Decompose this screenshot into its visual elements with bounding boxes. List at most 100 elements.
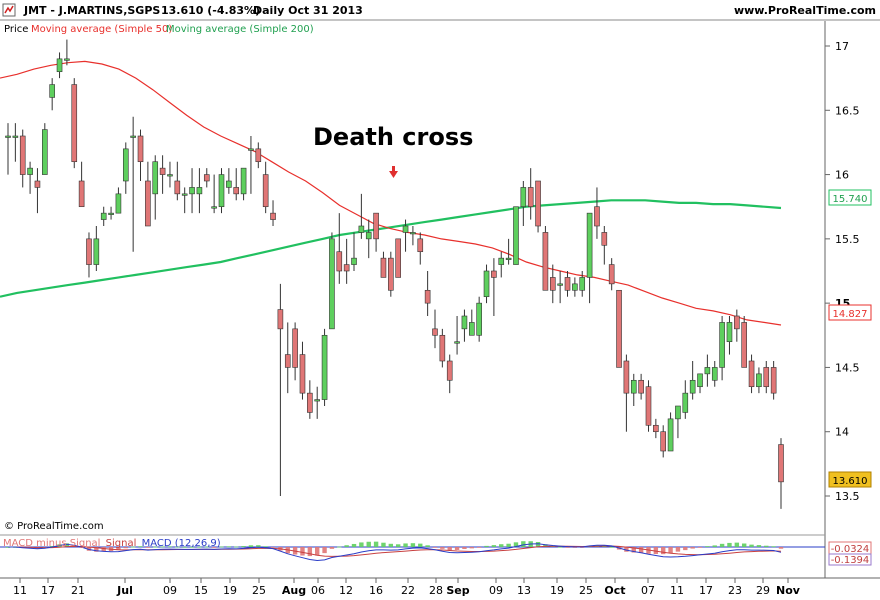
macd-histogram-bar xyxy=(668,547,673,554)
svg-text:13.610: 13.610 xyxy=(833,476,868,487)
x-tick-label: 11 xyxy=(670,584,684,597)
x-tick-label: 25 xyxy=(579,584,593,597)
macd-histogram-bar xyxy=(462,547,467,549)
candle-body xyxy=(321,334,328,400)
macd-histogram-bar xyxy=(749,544,754,547)
candle-body xyxy=(307,392,313,413)
candle-body xyxy=(145,180,151,227)
candle-body xyxy=(719,322,725,368)
x-tick-label: 22 xyxy=(401,584,415,597)
macd-legend-part1: MACD minus Signal xyxy=(3,538,100,549)
candle-body xyxy=(27,167,33,175)
candle-body xyxy=(115,193,122,214)
candle-body xyxy=(594,206,600,227)
legend-price: Price xyxy=(4,24,28,35)
candle-body xyxy=(248,148,254,151)
candle-body xyxy=(284,354,291,368)
x-tick-label: 29 xyxy=(756,584,770,597)
macd-line xyxy=(8,543,782,562)
candle-body xyxy=(56,58,63,73)
macd-value-label-2: -0.1394 xyxy=(828,553,872,566)
last-price-label: 13.610 xyxy=(828,471,872,488)
candle-body xyxy=(638,379,644,394)
copyright: © ProRealTime.com xyxy=(4,521,104,532)
candle-body xyxy=(343,264,350,272)
candle-body xyxy=(756,373,762,388)
candle-body xyxy=(711,367,718,381)
candle-body xyxy=(498,257,505,265)
candle-body xyxy=(78,180,85,208)
candle-body xyxy=(167,174,173,177)
candle-body xyxy=(137,135,144,163)
x-tick-label: 25 xyxy=(252,584,266,597)
macd-histogram-bar xyxy=(329,547,335,549)
legend-ma200: Moving average (Simple 200) xyxy=(166,24,314,35)
macd-histogram-bar xyxy=(683,547,688,551)
moving-averages xyxy=(0,60,782,326)
macd-histogram-bar xyxy=(624,547,629,552)
candle-body xyxy=(395,238,401,278)
candle-body xyxy=(586,212,593,278)
candle-body xyxy=(697,373,703,388)
macd-histogram-bar xyxy=(410,543,416,547)
candle-body xyxy=(549,277,556,291)
macd-histogram-bar xyxy=(543,544,548,547)
candle-body xyxy=(417,238,424,253)
candle-body xyxy=(42,129,48,175)
macd-histogram-bar xyxy=(690,547,695,549)
ma200-line xyxy=(0,199,782,298)
macd-histogram-bar xyxy=(476,547,482,548)
macd-histogram-bar xyxy=(241,546,246,547)
macd-histogram-bar xyxy=(499,544,504,547)
x-tick-label: 19 xyxy=(223,584,237,597)
candle-body xyxy=(64,58,70,61)
candle-body xyxy=(159,167,166,175)
macd-histogram-bar xyxy=(727,542,732,547)
x-tick-label: Aug xyxy=(282,584,306,597)
price-change: 13.610 (-4.83%) xyxy=(161,4,260,17)
macd-histogram-bar xyxy=(484,545,489,547)
x-tick-label: Sep xyxy=(446,584,469,597)
candle-body xyxy=(380,257,387,278)
candle-body xyxy=(520,187,527,208)
macd-legend: MACD minus Signal Signal MACD (12,26,9) xyxy=(3,538,221,549)
macd-legend-part3: MACD (12,26,9) xyxy=(142,538,221,549)
macd-histogram-bar xyxy=(388,543,394,547)
macd-histogram-bar xyxy=(307,547,313,557)
candle-body xyxy=(763,367,770,388)
candle-body xyxy=(270,212,276,220)
macd-histogram-bar xyxy=(359,542,364,547)
y-tick-label: 15.5 xyxy=(835,233,860,246)
macd-histogram-bar xyxy=(211,547,217,548)
candle-body xyxy=(292,328,298,368)
candle-body xyxy=(226,180,232,188)
macd-histogram-bar xyxy=(263,546,268,548)
candle-body xyxy=(535,180,541,227)
macd-histogram-bar xyxy=(653,547,659,555)
macd-histogram-bar xyxy=(778,547,784,549)
macd-histogram-bar xyxy=(86,547,92,551)
candle-body xyxy=(630,379,637,394)
candle-body xyxy=(542,232,549,291)
macd-histogram-bar xyxy=(300,547,305,556)
x-tick-label: 23 xyxy=(728,584,742,597)
chart-period: Daily Oct 31 2013 xyxy=(253,4,363,17)
candle-body xyxy=(439,334,446,362)
macd-histogram-bar xyxy=(469,547,474,549)
candle-body xyxy=(108,212,114,215)
candle-body xyxy=(71,84,78,163)
candle-body xyxy=(608,264,615,285)
macd-histogram-bar xyxy=(764,545,769,547)
x-tick-label: 13 xyxy=(517,584,531,597)
svg-text:15.740: 15.740 xyxy=(833,194,868,205)
x-tick-label: 19 xyxy=(550,584,564,597)
candle-body xyxy=(424,289,431,304)
macd-histogram-bar xyxy=(64,543,70,547)
candle-body xyxy=(351,257,357,265)
y-tick-label: 14 xyxy=(835,426,849,439)
x-tick-label: Jul xyxy=(116,584,133,597)
macd-histogram-bar xyxy=(123,547,128,549)
x-tick-label: 07 xyxy=(641,584,655,597)
site-url[interactable]: www.ProRealTime.com xyxy=(734,4,876,17)
macd-histogram-bar xyxy=(565,547,570,548)
